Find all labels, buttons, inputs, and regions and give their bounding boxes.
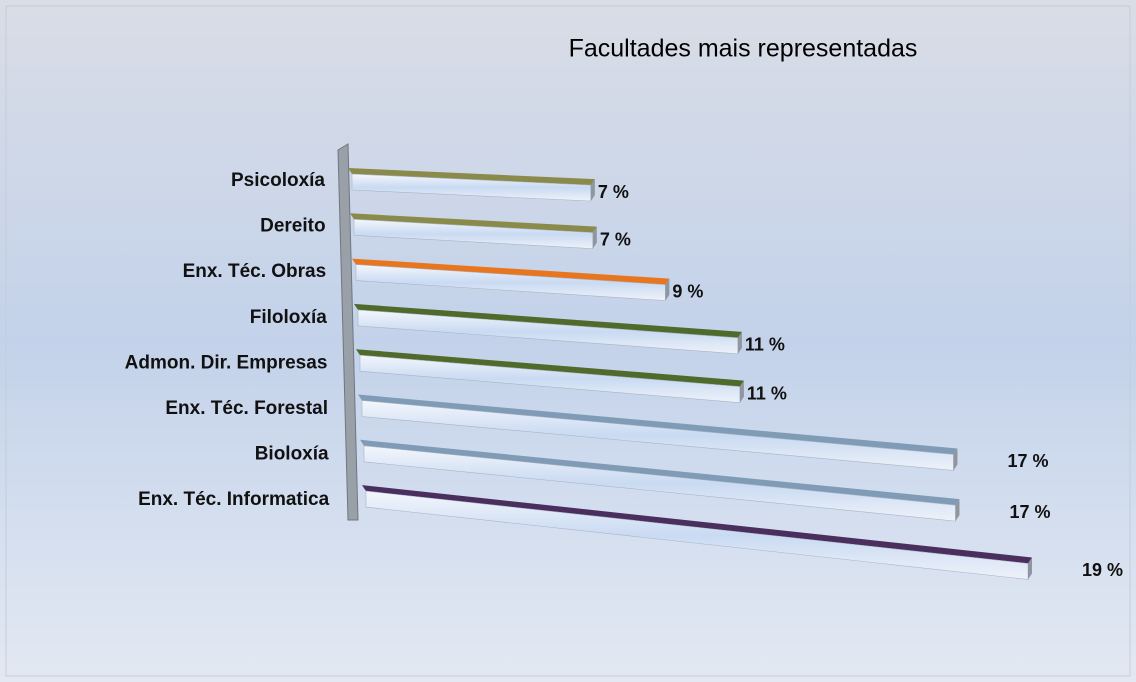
bar (360, 439, 960, 522)
value-label: 19 % (1082, 560, 1123, 580)
category-label: Enx. Téc. Forestal (165, 398, 328, 419)
bar (352, 258, 670, 301)
bar-end (737, 331, 742, 354)
bar-top (356, 349, 744, 387)
category-label: Filoloxía (250, 307, 328, 328)
wall (337, 143, 359, 521)
value-label: 17 % (1007, 451, 1048, 471)
category-label: Admon. Dir. Empresas (125, 352, 328, 373)
bar-end (955, 499, 960, 522)
bar-end (665, 278, 670, 301)
bar (348, 168, 595, 202)
bar (356, 349, 744, 403)
chart-title: Facultades mais representadas (569, 35, 918, 63)
value-label: 11 % (745, 335, 785, 355)
bar-top (360, 439, 960, 506)
value-label: 9 % (672, 281, 703, 301)
category-label: Enx. Téc. Informatica (138, 489, 330, 510)
bar-top (354, 303, 742, 338)
bar-end (953, 448, 958, 471)
value-label: 11 % (747, 383, 787, 403)
category-label: Psicoloxía (231, 170, 325, 191)
bar-top (362, 485, 1032, 564)
bar (362, 485, 1032, 580)
bar-top (352, 258, 670, 285)
bar (354, 303, 742, 355)
category-label: Dereito (260, 216, 325, 237)
bar (350, 213, 597, 249)
bar-end (739, 380, 744, 403)
value-label: 7 % (600, 229, 631, 249)
category-label: Enx. Téc. Obras (183, 261, 327, 282)
bar-end (590, 179, 595, 202)
bar-top (350, 213, 597, 233)
bar-top (358, 394, 958, 455)
category-label: Bioloxía (255, 444, 329, 465)
frame (5, 5, 1131, 677)
bar-top (348, 168, 595, 186)
bar (358, 394, 958, 471)
value-label: 17 % (1009, 502, 1050, 522)
bar-end (1028, 557, 1032, 580)
bar-end (592, 226, 597, 249)
value-label: 7 % (598, 182, 629, 202)
